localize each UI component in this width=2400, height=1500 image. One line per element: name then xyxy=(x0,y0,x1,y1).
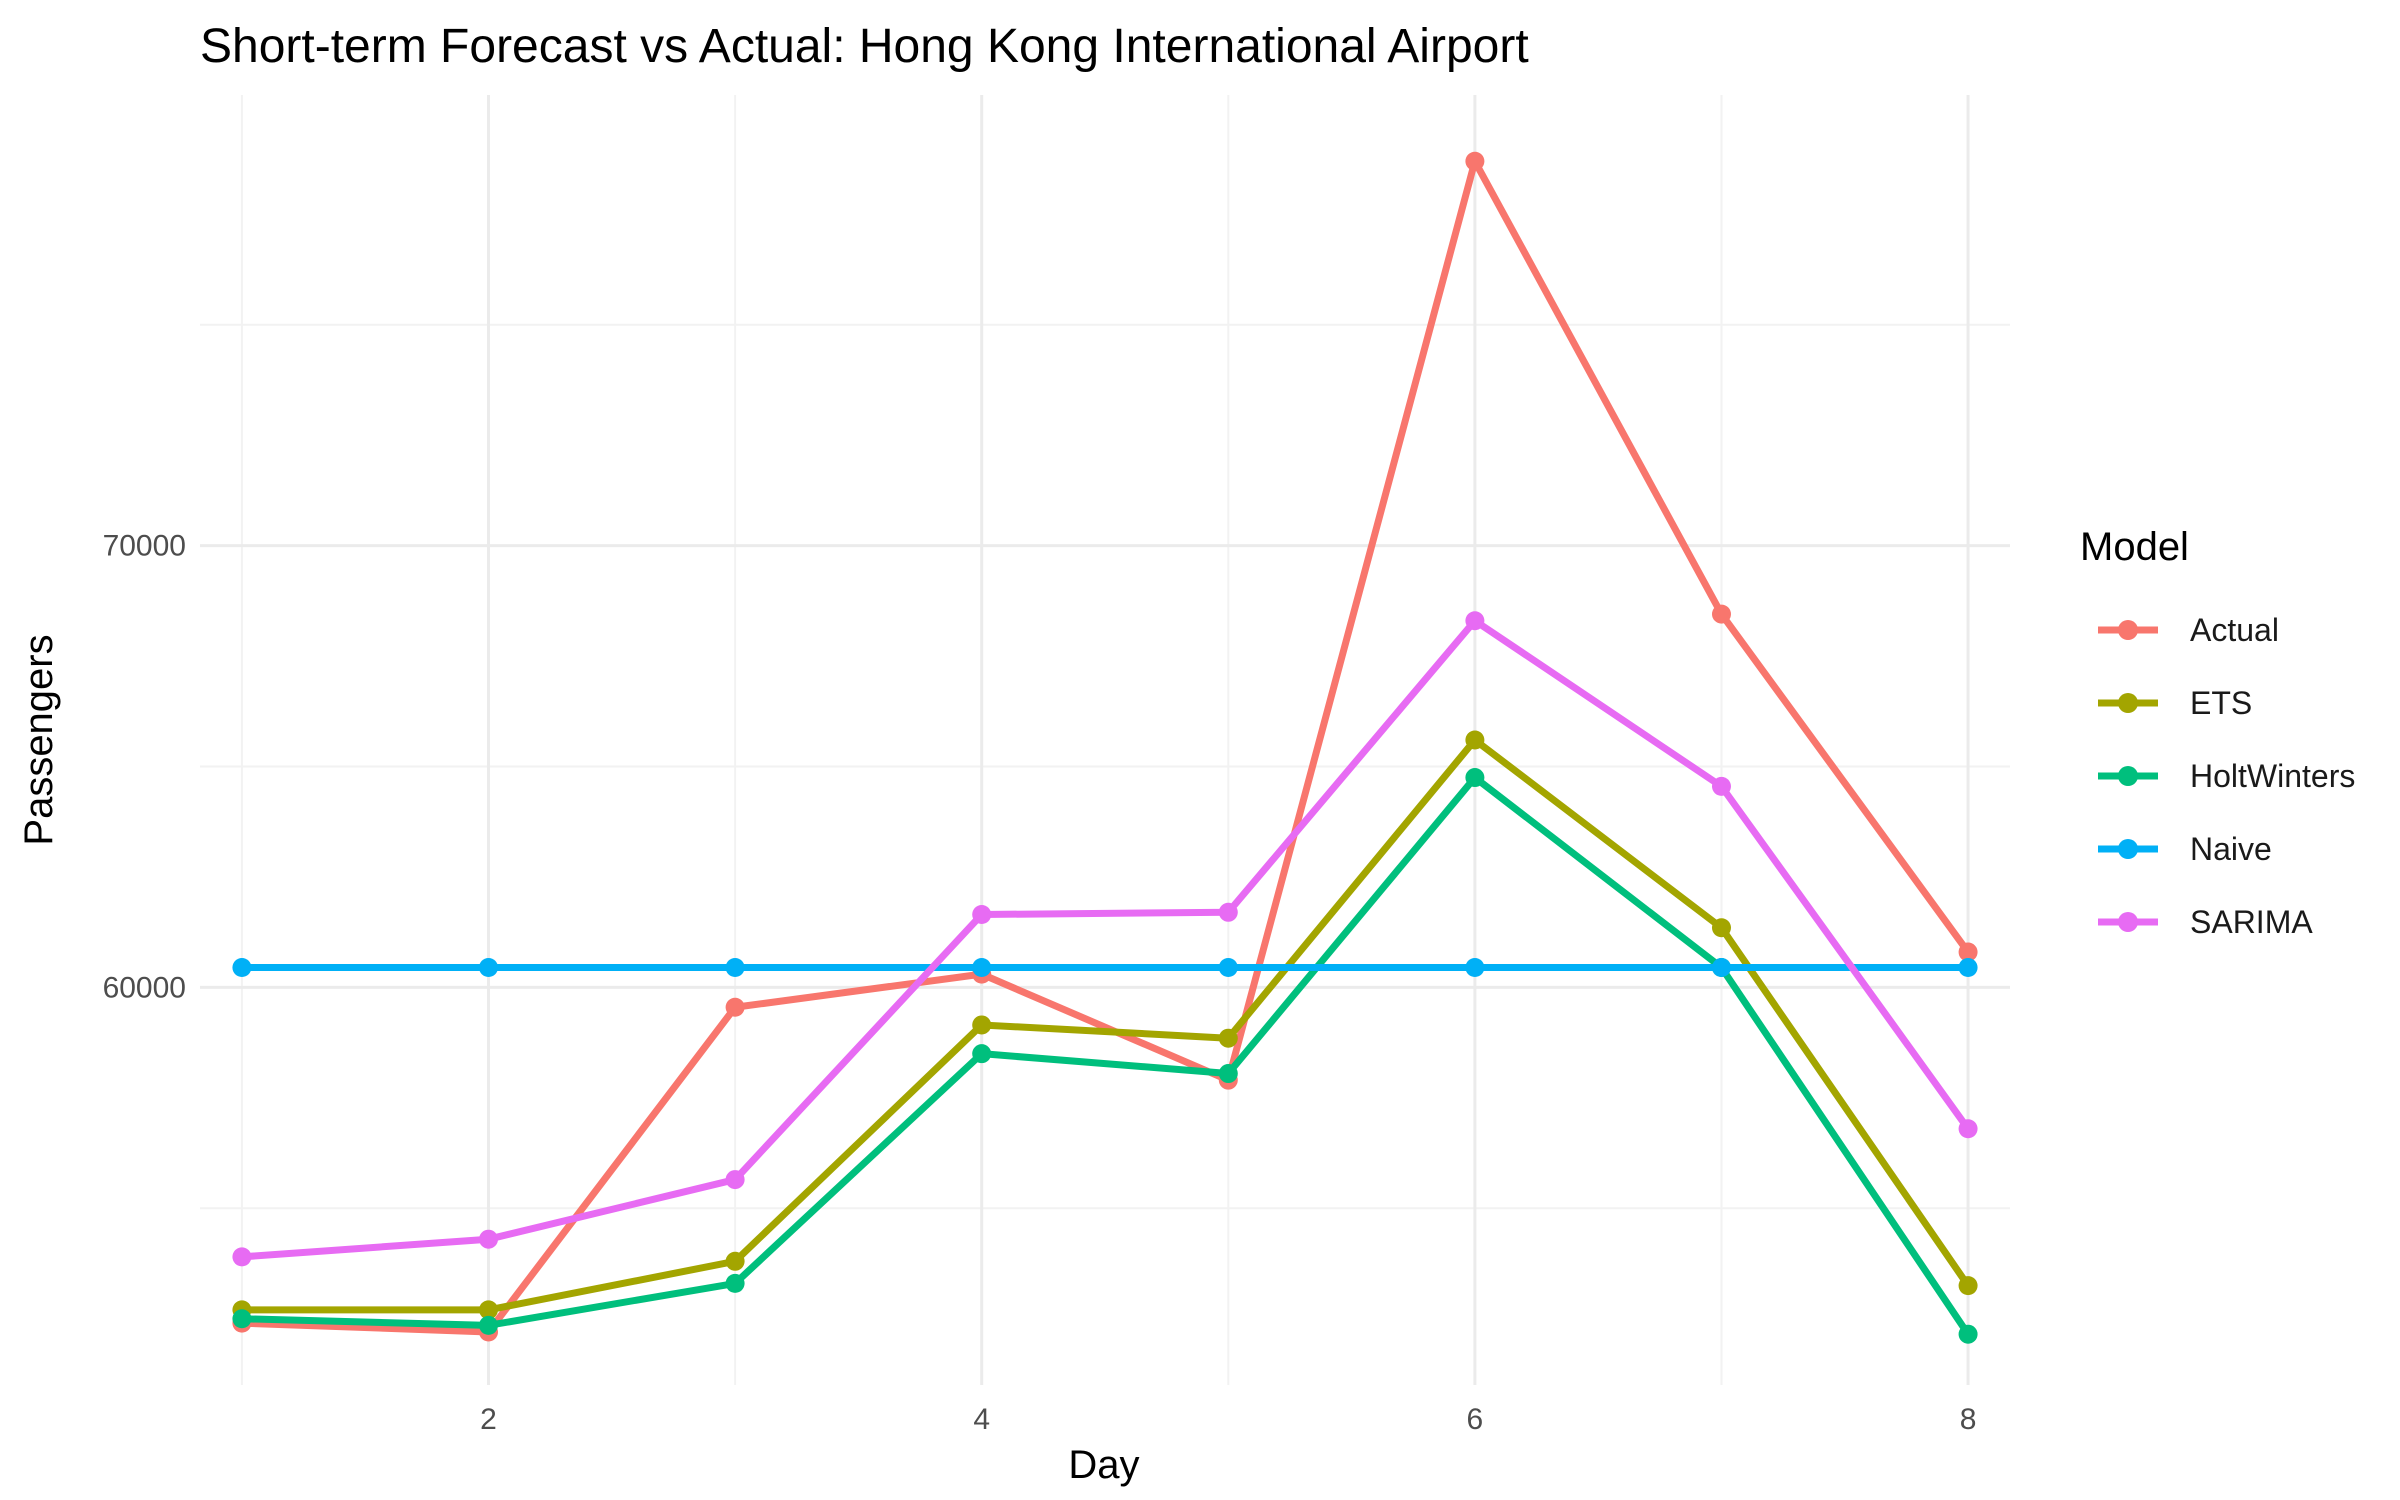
x-tick-label: 6 xyxy=(1467,1403,1484,1436)
series-line-actual xyxy=(241,157,1971,1336)
data-point-sarima xyxy=(972,905,992,925)
data-point-holtwinters xyxy=(1958,1324,1978,1344)
grid xyxy=(200,95,2010,1385)
legend-item-sarima: SARIMA xyxy=(2098,904,2313,940)
data-point-ets xyxy=(972,1015,992,1035)
legend: Model Actual ETS HoltWinters Naive SARIMA xyxy=(2080,525,2355,940)
series-sarima xyxy=(232,611,1978,1267)
data-point-sarima xyxy=(1958,1119,1978,1139)
data-point-naive xyxy=(1711,958,1731,978)
x-tick-label: 2 xyxy=(480,1403,497,1436)
legend-label: SARIMA xyxy=(2190,904,2313,940)
axes: 2 4 6 8 60000 70000 xyxy=(103,530,1977,1436)
data-point-holtwinters xyxy=(1465,768,1485,788)
data-point-naive xyxy=(1218,958,1238,978)
legend-key-point xyxy=(2118,693,2138,713)
y-axis-title: Passengers xyxy=(17,634,61,845)
series-ets xyxy=(232,730,1978,1320)
chart-title: Short-term Forecast vs Actual: Hong Kong… xyxy=(200,20,1529,73)
legend-item-actual: Actual xyxy=(2098,612,2279,648)
legend-key-point xyxy=(2118,620,2138,640)
legend-key-point xyxy=(2118,912,2138,932)
y-tick-label: 60000 xyxy=(103,971,186,1004)
data-point-naive xyxy=(479,958,499,978)
series-actual xyxy=(232,151,1978,1342)
series-holtwinters xyxy=(232,768,1978,1344)
data-point-ets xyxy=(1218,1028,1238,1048)
x-tick-label: 4 xyxy=(973,1403,990,1436)
x-axis-title: Day xyxy=(1068,1443,1139,1487)
y-tick-label: 70000 xyxy=(103,530,186,563)
series-line-ets xyxy=(241,736,1971,1314)
data-point-ets xyxy=(1465,730,1485,750)
legend-label: ETS xyxy=(2190,685,2252,721)
legend-title: Model xyxy=(2080,525,2189,569)
legend-key-point xyxy=(2118,839,2138,859)
data-point-ets xyxy=(1711,918,1731,938)
data-point-actual xyxy=(1465,151,1485,171)
data-point-sarima xyxy=(725,1170,745,1190)
data-point-sarima xyxy=(1465,611,1485,631)
legend-item-holtwinters: HoltWinters xyxy=(2098,758,2355,794)
data-point-holtwinters xyxy=(479,1315,499,1335)
data-point-naive xyxy=(1958,958,1978,978)
data-point-holtwinters xyxy=(972,1044,992,1064)
data-point-ets xyxy=(479,1300,499,1320)
data-point-actual xyxy=(725,997,745,1017)
data-point-actual xyxy=(1711,604,1731,624)
series-layer xyxy=(232,151,1978,1344)
legend-label: Actual xyxy=(2190,612,2279,648)
legend-label: Naive xyxy=(2190,831,2272,867)
series-naive xyxy=(232,958,1978,978)
data-point-holtwinters xyxy=(232,1309,252,1329)
data-point-ets xyxy=(725,1251,745,1271)
series-line-sarima xyxy=(241,617,1971,1261)
data-point-sarima xyxy=(479,1229,499,1249)
data-point-naive xyxy=(725,958,745,978)
data-point-actual xyxy=(1958,942,1978,962)
legend-key-point xyxy=(2118,766,2138,786)
data-point-sarima xyxy=(232,1247,252,1267)
data-point-sarima xyxy=(1218,902,1238,922)
series-line-holtwinters xyxy=(241,774,1971,1337)
data-point-naive xyxy=(972,958,992,978)
data-point-naive xyxy=(1465,958,1485,978)
legend-label: HoltWinters xyxy=(2190,758,2355,794)
legend-item-naive: Naive xyxy=(2098,831,2272,867)
data-point-ets xyxy=(1958,1276,1978,1296)
legend-item-ets: ETS xyxy=(2098,685,2252,721)
data-point-sarima xyxy=(1711,776,1731,796)
data-point-holtwinters xyxy=(725,1273,745,1293)
x-tick-label: 8 xyxy=(1960,1403,1977,1436)
data-point-naive xyxy=(232,958,252,978)
data-point-holtwinters xyxy=(1218,1064,1238,1084)
